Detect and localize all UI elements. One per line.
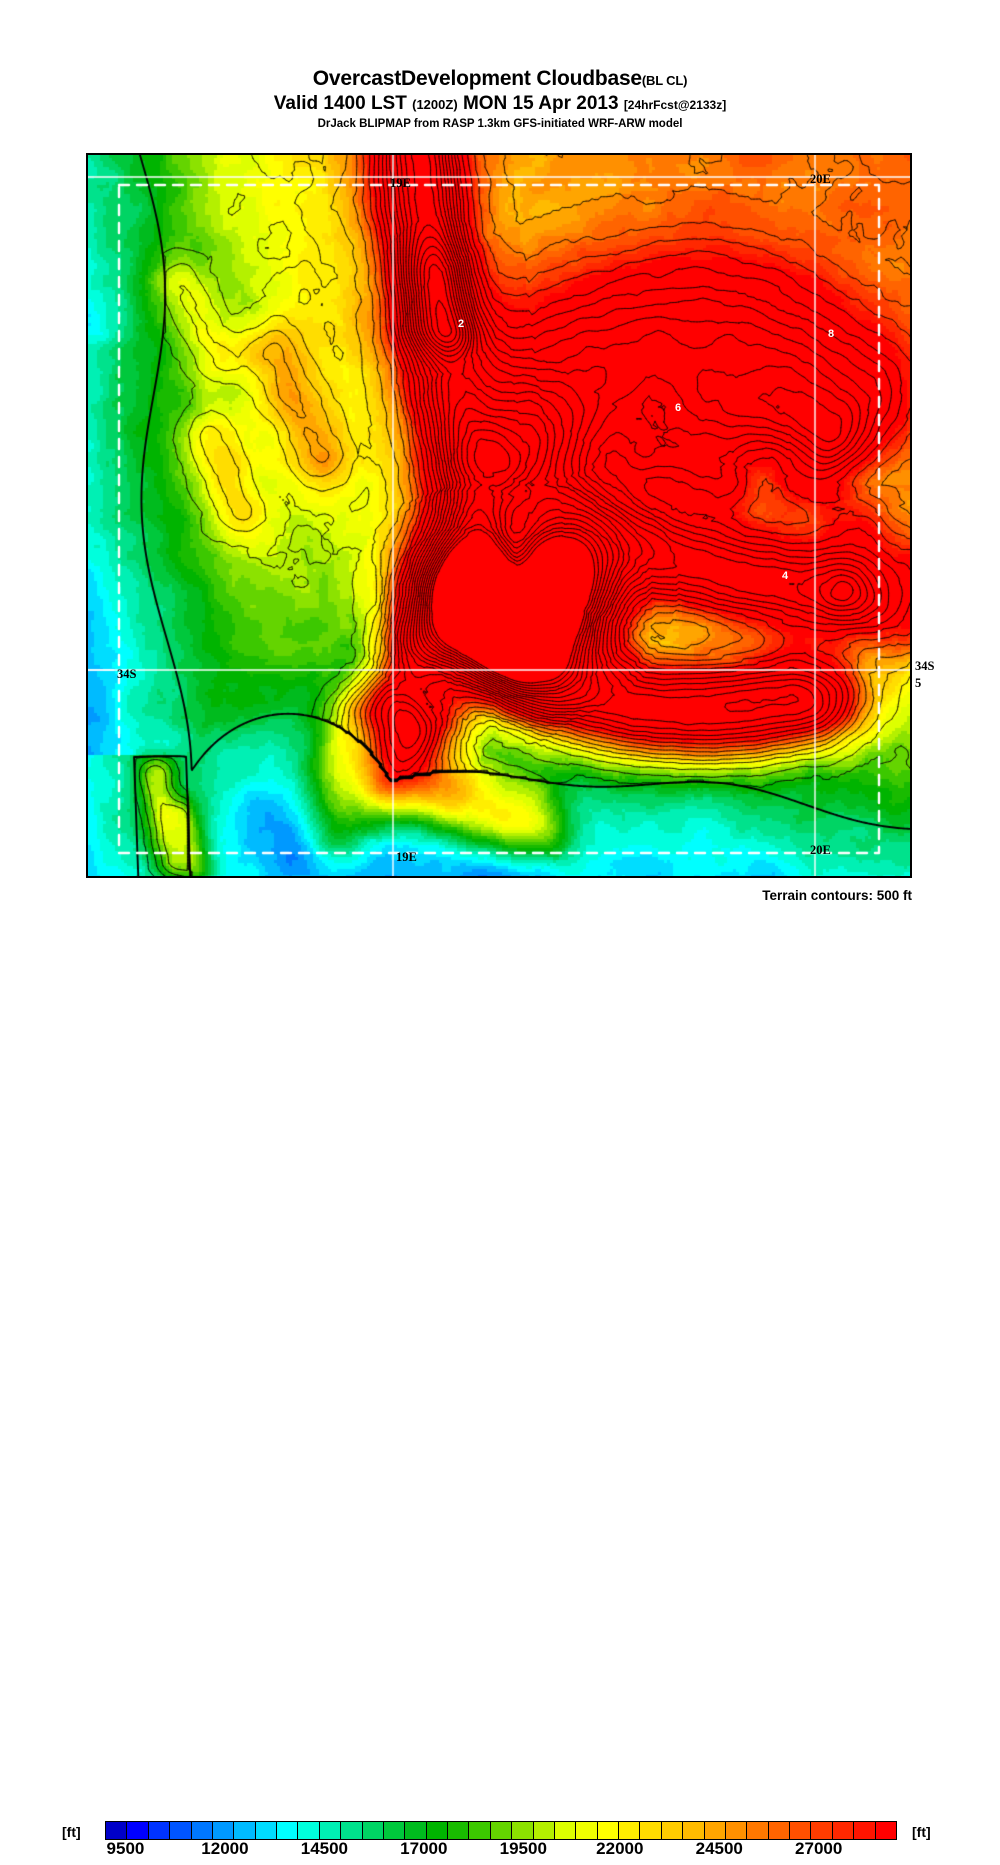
colorbar-swatch-22 [576,1822,598,1839]
colorbar-swatch-32 [790,1822,812,1839]
colorbar-tick-12000: 12000 [201,1839,249,1858]
title-main-suffix: (BL CL) [641,73,688,88]
colorbar-swatch-34 [832,1822,855,1839]
colorbar-swatch-0 [106,1822,128,1839]
cloudbase-field-canvas [88,155,910,876]
grid-label-19e-top: 19E [390,176,411,190]
grid-label-19e-bottom: 19E [396,850,417,864]
title-block: OvercastDevelopment Cloudbase(BL CL) Val… [0,0,1000,131]
colorbar-tick-14500: 14500 [300,1839,349,1858]
colorbar-swatch-7 [255,1822,277,1839]
page-title: OvercastDevelopment Cloudbase(BL CL) [0,68,1000,89]
colorbar-swatch-20 [533,1822,555,1839]
title-main: OvercastDevelopment Cloudbase [312,67,642,90]
colorbar-swatch-18 [490,1822,513,1839]
outside-label-partial: 5 [915,676,922,690]
valid-prefix: Valid 1400 LST [273,93,407,114]
grid-label-20e-bottom: 20E [810,843,831,857]
valid-time-line: Valid 1400 LST (1200Z) MON 15 Apr 2013 [… [0,94,1000,113]
colorbar-swatch-36 [875,1822,896,1839]
colorbar-swatch-16 [448,1822,470,1839]
colorbar-swatch-30 [747,1822,769,1839]
colorbar-swatch-11 [341,1822,363,1839]
model-source-line: DrJack BLIPMAP from RASP 1.3km GFS-initi… [317,118,683,130]
colorbar-swatch-10 [319,1822,342,1839]
weather-map[interactable] [86,153,912,878]
colorbar-tick-19500: 19500 [499,1839,547,1858]
colorbar-tick-27000: 27000 [795,1839,843,1858]
forecast-stamp: [24hrFcst@2133z] [623,98,727,112]
colorbar-tick-9500: 9500 [106,1839,145,1858]
colorbar-unit-left: [ft] [62,1824,81,1840]
valid-z: (1200Z) [412,97,458,112]
colorbar: [ft] 9500 12000 14500 17000 19500 22000 24500 2… [0,908,1000,1858]
colorbar-swatch-24 [619,1822,641,1839]
outside-label-34s-right: 34S [915,659,935,673]
colorbar-swatch-35 [854,1822,876,1839]
colorbar-tick-22000: 22000 [596,1839,644,1858]
colorbar-swatch-13 [383,1822,406,1839]
colorbar-swatch-31 [768,1822,790,1839]
colorbar-swatch-23 [597,1822,619,1839]
colorbar-swatch-26 [661,1822,684,1839]
colorbar-swatch-8 [277,1822,299,1839]
colorbar-swatch-1 [127,1822,149,1839]
valid-date: MON 15 Apr 2013 [462,93,619,114]
colorbar-swatch-19 [512,1822,534,1839]
terrain-contour-note: Terrain contours: 500 ft [762,888,912,903]
colorbar-swatch-4 [191,1822,213,1839]
colorbar-ticks: 9500 12000 14500 17000 19500 22000 24500 27000 [105,1839,895,1865]
colorbar-swatch-28 [704,1822,726,1839]
colorbar-swatch-15 [426,1822,448,1839]
grid-label-20e-top: 20E [810,172,831,186]
colorbar-swatch-12 [362,1822,384,1839]
colorbar-swatch-2 [148,1822,171,1839]
colorbar-swatch-33 [811,1822,833,1839]
colorbar-swatch-21 [554,1822,577,1839]
colorbar-swatch-17 [469,1822,491,1839]
colorbar-tick-17000: 17000 [400,1839,448,1858]
colorbar-swatch-9 [298,1822,320,1839]
colorbar-swatch-6 [234,1822,256,1839]
colorbar-swatch-29 [725,1822,748,1839]
colorbar-swatch-14 [405,1822,427,1839]
colorbar-swatch-5 [212,1822,235,1839]
colorbar-swatch-3 [170,1822,192,1839]
grid-label-34s-left: 34S [117,667,137,681]
colorbar-swatch-27 [683,1822,705,1839]
colorbar-strip[interactable] [105,1821,897,1840]
colorbar-unit-right: [ft] [912,1824,931,1840]
colorbar-swatch-25 [640,1822,662,1839]
colorbar-tick-24500: 24500 [695,1839,743,1858]
